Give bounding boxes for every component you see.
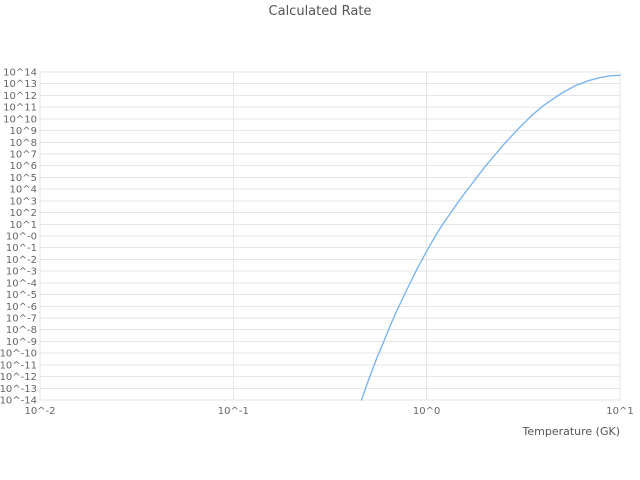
y-tick-label: 10^-9 [6, 337, 37, 348]
y-tick-label: 10^-0 [6, 232, 37, 243]
y-tick-label: 10^6 [10, 161, 37, 172]
y-tick-label: 10^12 [3, 91, 37, 102]
y-tick-label: 10^1 [10, 220, 37, 231]
y-tick-label: 10^-13 [0, 384, 37, 395]
y-tick-label: 10^-4 [6, 278, 37, 289]
y-tick-label: 10^-11 [0, 360, 37, 371]
y-tick-label: 10^7 [10, 150, 37, 161]
x-tick-label: 10^-2 [24, 406, 55, 417]
x-axis-label: Temperature (GK) [522, 425, 621, 438]
y-tick-label: 10^-12 [0, 372, 37, 383]
y-tick-label: 10^14 [3, 68, 37, 79]
y-tick-label: 10^-8 [6, 325, 37, 336]
y-tick-label: 10^-10 [0, 349, 37, 360]
chart-title: Calculated Rate [268, 4, 372, 19]
y-tick-label: 10^-2 [6, 255, 37, 266]
y-tick-label: 10^-6 [6, 302, 37, 313]
y-tick-label: 10^-5 [6, 290, 37, 301]
x-tick-label: 10^0 [413, 406, 440, 417]
y-tick-label: 10^3 [10, 196, 37, 207]
y-tick-label: 10^2 [10, 208, 37, 219]
rate-line [360, 74, 621, 401]
x-tick-label: 10^-1 [218, 406, 249, 417]
x-tick-label: 10^1 [606, 406, 633, 417]
y-tick-label: 10^9 [10, 126, 37, 137]
y-tick-label: 10^4 [10, 185, 37, 196]
y-tick-label: 10^-14 [0, 396, 37, 407]
y-tick-label: 10^5 [10, 173, 37, 184]
y-tick-label: 10^-1 [6, 243, 37, 254]
y-tick-label: 10^11 [3, 103, 37, 114]
y-tick-label: 10^-7 [6, 314, 37, 325]
y-tick-label: 10^-3 [6, 267, 37, 278]
y-tick-label: 10^8 [10, 138, 37, 149]
y-tick-label: 10^13 [3, 79, 37, 90]
y-tick-label: 10^10 [3, 114, 37, 125]
